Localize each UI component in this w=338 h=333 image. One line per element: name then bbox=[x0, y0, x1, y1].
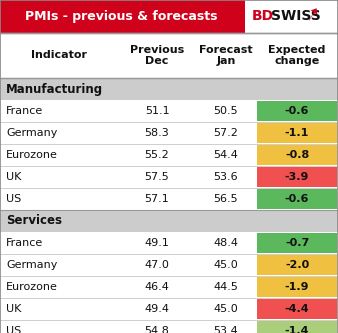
Text: Forecast
Jan: Forecast Jan bbox=[199, 45, 253, 66]
Text: 57.5: 57.5 bbox=[145, 172, 169, 182]
Bar bbox=[0, 100, 338, 122]
Bar bbox=[0, 210, 338, 232]
Text: 56.5: 56.5 bbox=[214, 194, 238, 204]
Text: Germany: Germany bbox=[6, 128, 57, 138]
Text: -1.1: -1.1 bbox=[285, 128, 309, 138]
Bar bbox=[0, 0, 242, 33]
Text: 57.2: 57.2 bbox=[214, 128, 238, 138]
Text: BD: BD bbox=[252, 10, 274, 24]
Text: -0.6: -0.6 bbox=[285, 194, 309, 204]
Bar bbox=[0, 188, 338, 210]
Text: Previous
Dec: Previous Dec bbox=[130, 45, 184, 66]
Text: Manufacturing: Manufacturing bbox=[6, 83, 103, 96]
Text: Services: Services bbox=[6, 214, 62, 227]
Bar bbox=[0, 232, 338, 254]
Text: SWISS: SWISS bbox=[271, 10, 321, 24]
Text: UK: UK bbox=[6, 172, 21, 182]
Bar bbox=[242, 0, 245, 33]
Text: 54.4: 54.4 bbox=[214, 150, 238, 160]
Bar bbox=[257, 299, 337, 319]
Text: Expected
change: Expected change bbox=[268, 45, 326, 66]
FancyArrow shape bbox=[309, 8, 317, 21]
Text: France: France bbox=[6, 106, 43, 116]
Text: 44.5: 44.5 bbox=[214, 282, 238, 292]
Text: -1.9: -1.9 bbox=[285, 282, 309, 292]
Bar bbox=[0, 166, 338, 188]
Text: -3.9: -3.9 bbox=[285, 172, 309, 182]
Text: PMIs - previous & forecasts: PMIs - previous & forecasts bbox=[25, 10, 217, 23]
Text: -4.4: -4.4 bbox=[285, 304, 309, 314]
Bar bbox=[0, 298, 338, 320]
Text: Germany: Germany bbox=[6, 260, 57, 270]
Bar bbox=[257, 123, 337, 143]
Text: 58.3: 58.3 bbox=[145, 128, 169, 138]
Text: UK: UK bbox=[6, 304, 21, 314]
Text: Eurozone: Eurozone bbox=[6, 150, 58, 160]
Bar bbox=[0, 78, 338, 100]
Text: 45.0: 45.0 bbox=[214, 260, 238, 270]
Text: -0.7: -0.7 bbox=[285, 238, 309, 248]
Bar bbox=[257, 189, 337, 209]
Bar bbox=[257, 255, 337, 275]
Bar bbox=[242, 0, 338, 33]
Bar bbox=[0, 122, 338, 144]
Bar bbox=[0, 320, 338, 333]
Text: 53.6: 53.6 bbox=[214, 172, 238, 182]
Text: -0.8: -0.8 bbox=[285, 150, 309, 160]
Text: 53.4: 53.4 bbox=[214, 326, 238, 333]
Text: -1.4: -1.4 bbox=[285, 326, 309, 333]
Text: Indicator: Indicator bbox=[31, 51, 87, 61]
Text: Eurozone: Eurozone bbox=[6, 282, 58, 292]
Bar bbox=[257, 233, 337, 253]
Bar bbox=[257, 321, 337, 333]
Text: 55.2: 55.2 bbox=[145, 150, 169, 160]
Bar bbox=[0, 33, 338, 78]
Bar bbox=[0, 144, 338, 166]
Text: 46.4: 46.4 bbox=[145, 282, 169, 292]
Text: 48.4: 48.4 bbox=[214, 238, 239, 248]
Text: US: US bbox=[6, 326, 21, 333]
Text: 49.1: 49.1 bbox=[145, 238, 169, 248]
Bar bbox=[257, 167, 337, 187]
Text: France: France bbox=[6, 238, 43, 248]
Text: 47.0: 47.0 bbox=[145, 260, 169, 270]
Bar bbox=[257, 101, 337, 121]
Bar bbox=[257, 145, 337, 165]
Bar bbox=[257, 277, 337, 297]
Text: 50.5: 50.5 bbox=[214, 106, 238, 116]
Text: 49.4: 49.4 bbox=[145, 304, 169, 314]
Bar bbox=[0, 276, 338, 298]
Text: -0.6: -0.6 bbox=[285, 106, 309, 116]
Text: US: US bbox=[6, 194, 21, 204]
Text: 45.0: 45.0 bbox=[214, 304, 238, 314]
Text: 57.1: 57.1 bbox=[145, 194, 169, 204]
Bar bbox=[0, 254, 338, 276]
Text: 51.1: 51.1 bbox=[145, 106, 169, 116]
Text: -2.0: -2.0 bbox=[285, 260, 309, 270]
Text: 54.8: 54.8 bbox=[145, 326, 169, 333]
